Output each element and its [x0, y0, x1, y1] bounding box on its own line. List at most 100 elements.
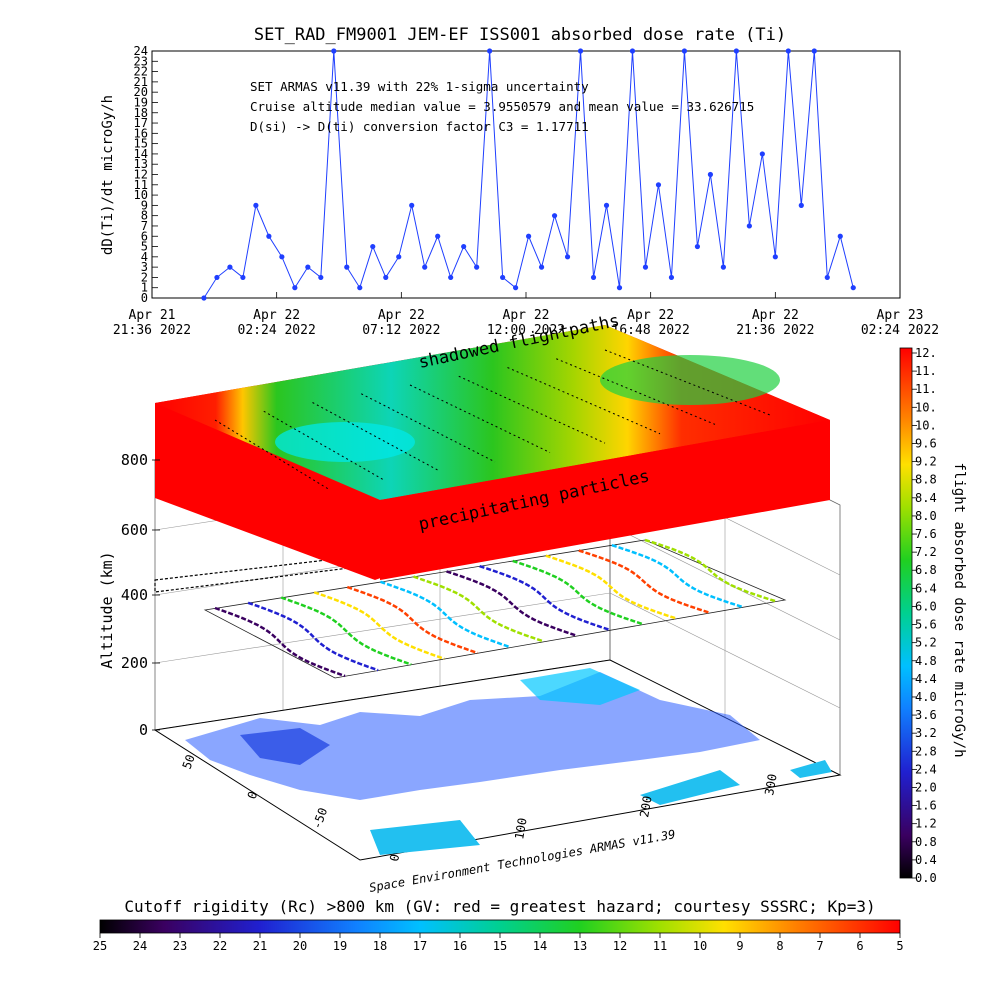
altitude-label: Altitude (km) — [98, 551, 116, 668]
data-point — [694, 243, 701, 250]
data-point — [590, 274, 597, 281]
colorbar-tick-label: 3.6 — [915, 708, 937, 722]
colorbar-tick-label: 8.0 — [915, 509, 937, 523]
altitude-tick-label: 800 — [121, 451, 148, 469]
x-tick-label: Apr 23 — [877, 308, 924, 323]
y-tick-label: 22 — [134, 65, 148, 79]
data-point — [266, 233, 272, 239]
colorbar-tick-label: 11. — [915, 364, 937, 378]
data-point — [655, 182, 662, 188]
layer-tracks — [214, 349, 771, 491]
map-ticks: 0 100 200 300 -50 0 50 — [180, 753, 780, 863]
data-point — [279, 254, 285, 260]
cutoff-tick-label: 13 — [573, 939, 587, 953]
cutoff-tick-label: 17 — [413, 939, 427, 953]
data-point — [214, 274, 220, 281]
colorbar-tick-label: 1.6 — [915, 799, 937, 813]
x-tick-label: Apr 22 — [752, 308, 799, 323]
orbit-track — [413, 575, 544, 643]
colorbar-tick-label: 5.6 — [915, 618, 937, 632]
map-land — [370, 820, 480, 855]
cutoff-tick-label: 15 — [493, 939, 507, 953]
series-line — [201, 48, 856, 301]
layer-track — [361, 393, 496, 463]
map-land — [640, 770, 740, 805]
annotation-3: D(si) -> D(ti) conversion factor C3 = 1.… — [250, 119, 589, 134]
cutoff-tick-label: 23 — [173, 939, 187, 953]
cutoff-tick-label: 9 — [736, 939, 743, 953]
colorbar-tick-label: 0.8 — [915, 835, 937, 849]
y-tick-label: 6 — [141, 229, 148, 243]
map-land — [240, 728, 330, 765]
data-point — [461, 243, 467, 250]
map-y-tick-label: 50 — [180, 753, 198, 771]
colorbar-tick-label: 4.4 — [915, 672, 937, 686]
x-tick-label: 21:36 2022 — [113, 323, 191, 338]
orbit-track — [280, 596, 412, 666]
y-tick-label: 13 — [134, 157, 148, 171]
data-point — [733, 48, 739, 54]
data-point — [564, 254, 571, 260]
x-tick-label: 07:12 2022 — [362, 323, 440, 338]
colorbar-tick-label: 8.4 — [915, 491, 937, 505]
y-tick-label: 2 — [141, 270, 148, 284]
data-point — [474, 264, 480, 270]
cutoff-tick-label: 11 — [653, 939, 667, 953]
x-tick-label: 16:48 2022 — [612, 323, 690, 338]
map-x-tick-label: 300 — [762, 773, 780, 797]
colorbar-tick-label: 7.6 — [915, 527, 937, 541]
colorbar-tick-label: 9.6 — [915, 437, 937, 451]
data-point — [292, 285, 298, 291]
x-tick-label: Apr 22 — [253, 308, 300, 323]
orbit-track — [214, 606, 346, 678]
map-x-tick-label: 0 — [387, 853, 402, 863]
data-point — [538, 264, 545, 270]
orbit-track — [578, 549, 710, 614]
data-point — [746, 223, 752, 229]
x-tick-label: 12:00 2022 — [487, 323, 565, 338]
data-point — [448, 274, 454, 281]
map-x-tick-label: 200 — [637, 795, 655, 819]
data-point — [240, 274, 246, 281]
map-x-tick-label: 100 — [512, 817, 530, 841]
data-point — [253, 202, 259, 208]
colorbar-tick-label: 1.2 — [915, 817, 937, 831]
data-point — [383, 274, 389, 281]
orbit-track — [512, 559, 644, 626]
data-point — [772, 254, 778, 260]
cutoff-tick-label: 12 — [613, 939, 627, 953]
data-point — [837, 233, 843, 239]
colorbar-tick-label: 6.0 — [915, 599, 937, 613]
cutoff-tick-label: 24 — [133, 939, 147, 953]
colorbar-tick-label: 7.2 — [915, 545, 937, 559]
orbit-tracks — [214, 538, 776, 678]
colorbar-tick-label: 5.2 — [915, 636, 937, 650]
data-point — [681, 48, 688, 54]
map-land — [185, 672, 760, 800]
x-tick-label: Apr 22 — [378, 308, 425, 323]
data-point — [435, 233, 441, 239]
x-tick-label: Apr 22 — [503, 308, 550, 323]
data-point — [785, 48, 791, 54]
colorbar-tick-label: 4.0 — [915, 690, 937, 704]
cutoff-tick-label: 25 — [93, 939, 107, 953]
y-tick-label: 0 — [141, 291, 148, 305]
y-tick-label: 16 — [134, 126, 148, 140]
data-point — [824, 274, 830, 281]
colorbar-label: flight absorbed dose rate microGy/h — [951, 462, 967, 757]
colorbar-tick-label: 2.8 — [915, 744, 937, 758]
data-point — [409, 202, 415, 208]
colorbar-tick-label: 0.4 — [915, 853, 937, 867]
colorbar-tick-label: 4.8 — [915, 654, 937, 668]
cutoff-tick-label: 10 — [693, 939, 707, 953]
map-y-tick-label: -50 — [310, 806, 331, 831]
map-land — [520, 668, 640, 705]
data-point — [331, 48, 337, 54]
y-axis-label: dD(Ti)/dt microGy/h — [100, 95, 116, 255]
data-point — [422, 264, 428, 270]
layer-track — [409, 384, 551, 453]
colorbar-tick-label: 6.4 — [915, 581, 937, 595]
cutoff-tick-label: 14 — [533, 939, 547, 953]
